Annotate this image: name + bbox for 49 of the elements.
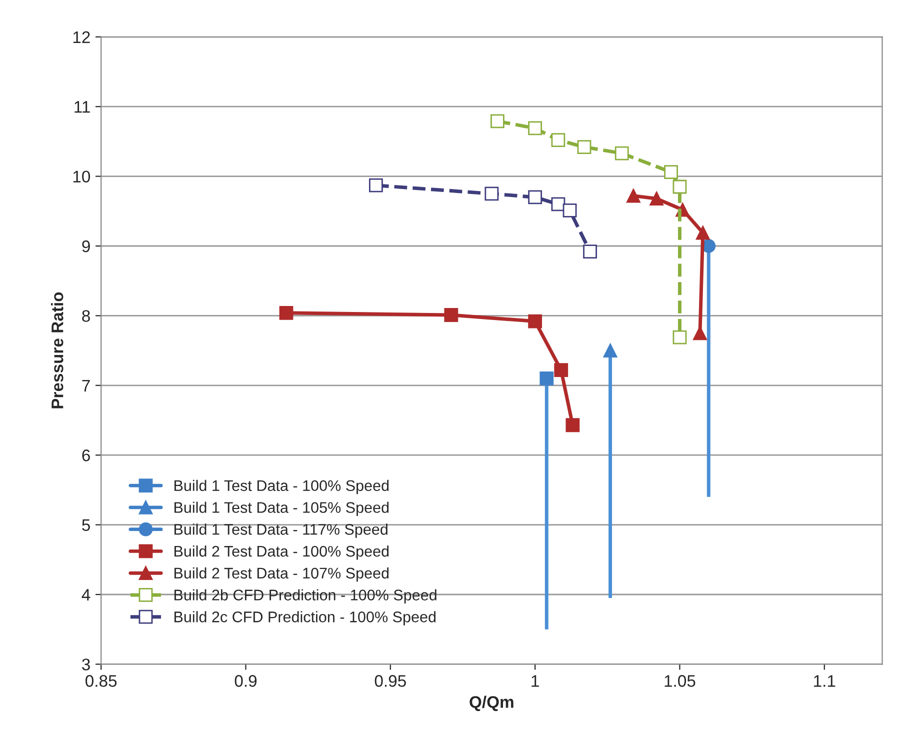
y-axis-title: Pressure Ratio <box>51 292 64 408</box>
point <box>562 204 577 218</box>
point <box>444 308 458 322</box>
point <box>664 165 678 180</box>
x-tick-label: 0.85 <box>86 675 117 687</box>
point <box>577 140 592 154</box>
legend-label: Build 1 Test Data - 117% Speed <box>174 524 388 538</box>
point <box>551 197 566 212</box>
y-tick-label: 12 <box>73 31 90 43</box>
point <box>490 114 504 128</box>
y-tick-label: 5 <box>82 519 90 532</box>
x-axis-title: Q/Qm <box>470 696 514 712</box>
point <box>614 146 629 160</box>
legend-label: Build 2b CFD Prediction - 100% Speed <box>174 589 436 604</box>
legend-label: Build 1 Test Data - 100% Speed <box>174 480 389 494</box>
point <box>566 418 580 432</box>
point <box>279 306 294 320</box>
point <box>540 371 554 386</box>
y-tick-label: 8 <box>82 310 90 322</box>
point <box>554 363 568 378</box>
point <box>368 178 383 192</box>
x-tick-label: 1.1 <box>814 675 836 687</box>
point <box>696 226 710 240</box>
legend-label: Build 2 Test Data - 107% Speed <box>174 567 389 582</box>
point <box>528 121 542 136</box>
y-tick-label: 10 <box>73 170 90 183</box>
point <box>528 190 542 204</box>
point <box>603 344 618 358</box>
y-tick-label: 6 <box>82 450 90 462</box>
point <box>672 180 687 194</box>
x-tick-label: 0.9 <box>234 675 257 687</box>
y-tick-label: 7 <box>82 380 90 392</box>
point <box>528 314 542 328</box>
legend-label: Build 2c CFD Prediction - 100% Speed <box>174 611 436 626</box>
legend-label: Build 1 Test Data - 105% Speed <box>174 502 389 516</box>
y-tick-label: 9 <box>82 240 90 252</box>
x-tick-label: 1 <box>532 675 539 687</box>
x-tick-label: 1.05 <box>664 675 696 687</box>
legend-label: Build 2 Test Data - 100% Speed <box>174 545 389 560</box>
point <box>672 330 687 344</box>
x-tick-label: 0.95 <box>374 675 406 687</box>
point <box>551 133 566 147</box>
y-tick-label: 4 <box>82 589 90 601</box>
y-tick-label: 3 <box>82 658 90 670</box>
point <box>650 192 664 206</box>
y-tick-label: 11 <box>74 101 90 113</box>
point <box>583 244 597 259</box>
point <box>484 186 499 201</box>
point <box>626 188 640 203</box>
